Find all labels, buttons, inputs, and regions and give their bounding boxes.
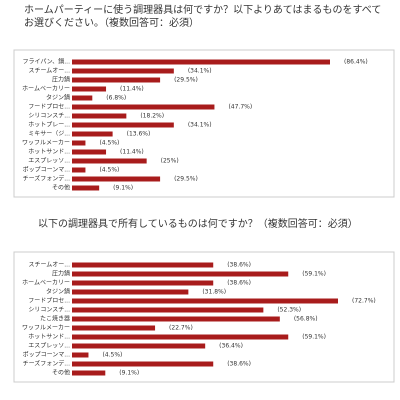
value-label: (86.4%) — [344, 59, 368, 66]
category-label: ポップコーンマ... — [23, 351, 71, 359]
bar — [72, 104, 215, 110]
bar — [72, 361, 214, 367]
bar — [72, 86, 107, 92]
value-label: (11.4%) — [120, 86, 144, 93]
value-label: (52.3%) — [277, 307, 301, 314]
bar — [72, 95, 93, 101]
category-label: タジン鍋 — [46, 94, 70, 102]
value-label: (11.4%) — [120, 149, 144, 156]
bar — [72, 343, 206, 349]
category-label: スチームオー... — [28, 68, 70, 75]
value-label: (36.4%) — [219, 343, 243, 350]
category-label: 圧力鍋 — [52, 270, 70, 278]
category-label: シリコンスチ... — [28, 113, 70, 120]
category-label: その他 — [52, 369, 70, 377]
value-label: (38.6%) — [227, 280, 251, 287]
value-label: (38.6%) — [227, 262, 251, 269]
category-label: ホームベーカリー — [22, 280, 70, 287]
category-label: フードプロセ... — [28, 298, 70, 305]
category-label: フードプロセ... — [28, 104, 70, 111]
value-label: (34.1%) — [188, 122, 212, 129]
value-label: (25%) — [161, 158, 179, 165]
value-label: (31.8%) — [202, 289, 226, 296]
bar — [72, 298, 338, 304]
bar — [72, 68, 174, 74]
value-label: (59.1%) — [302, 271, 326, 278]
value-label: (4.5%) — [102, 352, 122, 359]
category-label: エスプレッソ... — [28, 158, 70, 165]
bar — [72, 176, 161, 182]
category-label: ワッフルメーカー — [22, 140, 70, 147]
category-label: たこ焼き器 — [40, 315, 70, 323]
value-label: (29.5%) — [174, 77, 198, 84]
bar — [72, 370, 106, 376]
value-label: (18.2%) — [140, 113, 164, 120]
value-label: (47.7%) — [228, 104, 252, 111]
category-label: ホットプレー... — [28, 122, 70, 129]
chart-title: 以下の調理器具で所有しているものは何ですか？（複数回答可：必須） — [38, 219, 358, 230]
bar — [72, 149, 107, 155]
value-label: (38.6%) — [227, 361, 251, 368]
value-label: (4.5%) — [99, 140, 119, 147]
category-label: エスプレッソ... — [28, 343, 70, 350]
category-label: ホットサンド... — [28, 334, 70, 341]
category-label: タジン鍋 — [46, 288, 70, 296]
bar — [72, 289, 189, 295]
value-label: (9.1%) — [119, 370, 139, 377]
value-label: (72.7%) — [352, 298, 376, 305]
category-label: フライパン、鍋... — [22, 58, 70, 66]
plot-frame — [13, 49, 395, 198]
bar — [72, 131, 113, 137]
bar — [72, 262, 214, 268]
bar — [72, 334, 289, 340]
bar — [72, 77, 161, 83]
category-label: ミキサー（ジ... — [28, 131, 70, 138]
category-label: スチームオー... — [28, 262, 70, 269]
bar — [72, 280, 214, 286]
category-label: チーズフォンデ... — [23, 360, 71, 368]
bar — [72, 307, 264, 313]
category-label: その他 — [52, 184, 70, 192]
value-label: (4.5%) — [99, 167, 119, 174]
category-label: シリコンスチ... — [28, 307, 70, 314]
value-label: (13.6%) — [127, 131, 151, 138]
value-label: (22.7%) — [169, 325, 193, 332]
value-label: (59.1%) — [302, 334, 326, 341]
bar — [72, 185, 100, 191]
bar — [72, 158, 147, 164]
bar — [72, 122, 174, 128]
bar — [72, 325, 156, 331]
plot-frame — [13, 251, 395, 383]
value-label: (9.1%) — [113, 185, 133, 192]
category-label: ホットサンド... — [28, 149, 70, 156]
bar — [72, 140, 86, 146]
chart-title: ホームパーティーに使う調理器具は何ですか？以下よりあてはまるものをすべてお選びく… — [24, 5, 382, 29]
value-label: (34.1%) — [188, 68, 212, 75]
category-label: チーズフォンデ... — [23, 175, 71, 183]
value-label: (56.8%) — [294, 316, 318, 323]
bar — [72, 352, 89, 358]
bar — [72, 271, 289, 277]
bar — [72, 316, 280, 322]
value-label: (6.8%) — [106, 95, 126, 102]
category-label: ワッフルメーカー — [22, 325, 70, 332]
bar — [72, 59, 330, 65]
category-label: 圧力鍋 — [52, 76, 70, 84]
category-label: ポップコーンマ... — [23, 166, 71, 174]
bar — [72, 113, 127, 119]
bar — [72, 167, 86, 173]
category-label: ホームベーカリー — [22, 86, 70, 93]
value-label: (29.5%) — [174, 176, 198, 183]
